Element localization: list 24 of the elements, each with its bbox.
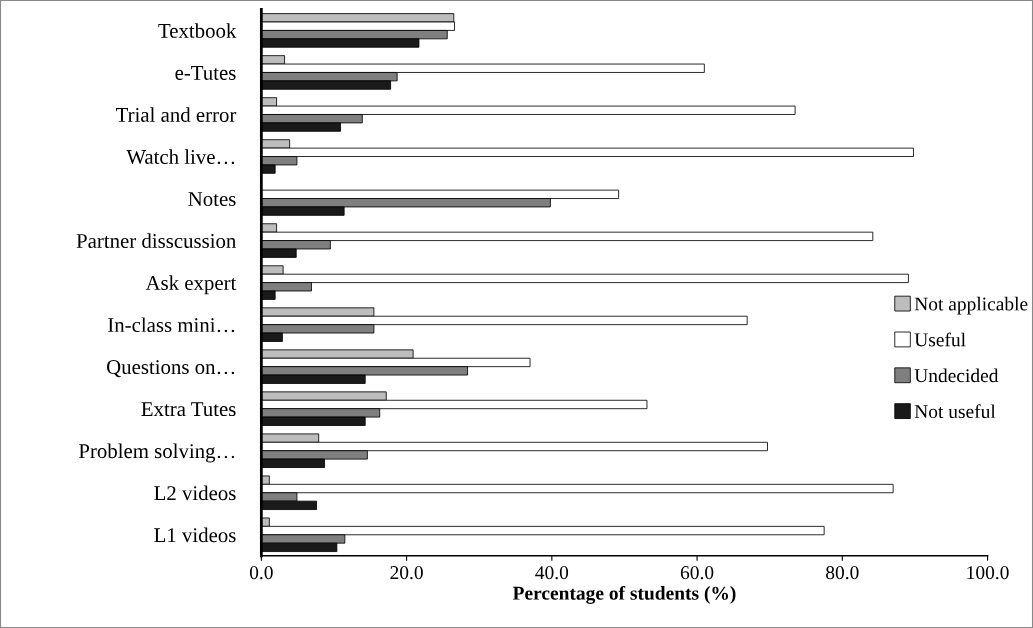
- y-tick-label: Trial and error: [116, 107, 237, 122]
- y-tick-label: Partner disscussion: [76, 233, 237, 249]
- y-tick-label: L2 videos: [154, 485, 236, 501]
- x-tick-label: 100.0: [967, 566, 1009, 580]
- x-axis-title: Percentage of students (%): [512, 585, 736, 604]
- y-tick-label: e-Tutes: [175, 66, 236, 80]
- y-tick-label: Problem solving…: [78, 443, 235, 463]
- y-tick-label: Notes: [188, 192, 236, 206]
- x-tick-label: 60.0: [680, 566, 714, 580]
- y-tick-label: Watch live…: [126, 149, 235, 165]
- y-tick-label: Questions on…: [106, 360, 235, 378]
- y-tick-label: Extra Tutes: [141, 402, 236, 417]
- y-tick-label: Textbook: [158, 23, 237, 38]
- x-tick-label: 80.0: [826, 566, 859, 580]
- legend-label: Not applicable: [914, 296, 1028, 315]
- legend-label: Not useful: [914, 404, 996, 419]
- x-tick-label: 0.0: [249, 566, 273, 580]
- x-tick-label: 40.0: [535, 566, 569, 580]
- y-tick-label: L1 videos: [154, 527, 236, 543]
- y-tick-label: In-class mini…: [108, 317, 235, 333]
- legend-label: Undecided: [914, 368, 999, 383]
- x-tick-label: 20.0: [390, 566, 423, 580]
- legend-label: Useful: [914, 332, 966, 347]
- y-tick-label: Ask expert: [145, 275, 237, 295]
